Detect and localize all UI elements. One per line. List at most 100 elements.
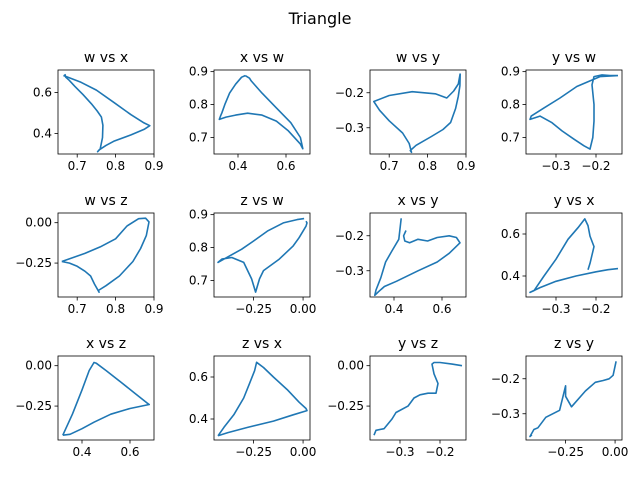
x-tick-label: 0.6 <box>432 302 451 316</box>
y-tick-label: 0.7 <box>189 274 208 288</box>
x-tick-label: 0.00 <box>290 445 317 459</box>
x-tick-label: −0.3 <box>541 159 570 173</box>
series-line <box>529 218 619 294</box>
series-line <box>63 73 151 153</box>
axes-frame <box>525 355 623 441</box>
figure-title: Triangle <box>288 9 352 28</box>
x-tick-label: 0.9 <box>456 159 475 173</box>
x-tick-label: 0.7 <box>68 159 87 173</box>
y-tick-label: 0.8 <box>189 241 208 255</box>
subplot: x vs z 0.4 0.6 0.00 −0.25 <box>15 336 155 459</box>
x-tick-label: −0.2 <box>425 445 454 459</box>
series-line <box>217 361 308 437</box>
axes-frame <box>369 69 467 155</box>
x-tick-label: −0.2 <box>581 159 610 173</box>
y-tick-label: 0.00 <box>337 359 364 373</box>
y-tick-label: 0.6 <box>33 86 52 100</box>
y-tick-label: −0.25 <box>15 399 52 413</box>
subplot: z vs x −0.25 0.00 0.4 0.6 <box>189 336 317 459</box>
axes-frame <box>213 69 311 155</box>
x-tick-label: −0.25 <box>235 445 272 459</box>
y-tick-label: 0.9 <box>189 208 208 222</box>
y-tick-label: −0.3 <box>335 121 364 135</box>
y-tick-label: 0.7 <box>189 131 208 145</box>
x-tick-label: 0.9 <box>144 159 163 173</box>
subplot-grid: w vs x 0.7 0.8 0.9 0.4 0.6 x vs w 0.4 0.6 0.7 0.8 0… <box>15 50 628 459</box>
y-tick-label: −0.3 <box>335 264 364 278</box>
y-tick-label: 0.9 <box>189 65 208 79</box>
x-tick-label: 0.00 <box>602 445 629 459</box>
y-tick-label: 0.6 <box>501 227 520 241</box>
y-tick-label: 0.7 <box>501 131 520 145</box>
x-tick-label: 0.8 <box>106 302 125 316</box>
subplot: w vs x 0.7 0.8 0.9 0.4 0.6 <box>33 50 164 173</box>
y-tick-label: 0.00 <box>25 359 52 373</box>
series-line <box>373 218 461 297</box>
x-tick-label: 0.7 <box>380 159 399 173</box>
x-tick-label: 0.7 <box>68 302 87 316</box>
subplot-title: z vs x <box>242 336 282 352</box>
axes-frame <box>525 69 623 155</box>
y-tick-label: 0.8 <box>501 98 520 112</box>
axes-frame <box>525 212 623 298</box>
subplot-title: w vs x <box>84 50 128 66</box>
subplot-title: y vs x <box>553 193 594 209</box>
axes-frame <box>213 355 311 441</box>
subplot: y vs w −0.3 −0.2 0.7 0.8 0.9 <box>501 50 623 173</box>
subplot-title: w vs y <box>396 50 440 66</box>
subplot: y vs x −0.3 −0.2 0.4 0.6 <box>501 193 623 316</box>
x-tick-label: 0.9 <box>144 302 163 316</box>
series-line <box>218 74 304 150</box>
series-line <box>62 361 150 436</box>
series-line <box>373 361 463 436</box>
subplot: z vs y −0.25 0.00 −0.2 −0.3 <box>491 336 629 459</box>
y-tick-label: 0.6 <box>189 370 208 384</box>
x-tick-label: 0.6 <box>276 159 295 173</box>
y-tick-label: −0.2 <box>335 229 364 243</box>
y-tick-label: −0.25 <box>327 399 364 413</box>
subplot-title: z vs y <box>554 336 594 352</box>
axes-frame <box>57 212 155 298</box>
x-tick-label: 0.8 <box>418 159 437 173</box>
subplot-title: y vs w <box>552 50 596 66</box>
subplot: w vs y 0.7 0.8 0.9 −0.2 −0.3 <box>335 50 476 173</box>
x-tick-label: −0.25 <box>547 445 584 459</box>
subplot: z vs w −0.25 0.00 0.7 0.8 0.9 <box>189 193 317 316</box>
axes-frame <box>57 355 155 441</box>
axes-frame <box>369 355 467 441</box>
subplot: y vs z −0.3 −0.2 0.00 −0.25 <box>327 336 467 459</box>
y-tick-label: 0.4 <box>501 269 520 283</box>
x-tick-label: 0.4 <box>72 445 91 459</box>
series-line <box>61 217 150 294</box>
axes-frame <box>57 69 155 155</box>
y-tick-label: −0.2 <box>491 372 520 386</box>
x-tick-label: −0.2 <box>581 302 610 316</box>
x-tick-label: 0.8 <box>106 159 125 173</box>
y-tick-label: −0.2 <box>335 86 364 100</box>
x-tick-label: 0.6 <box>120 445 139 459</box>
subplot: x vs y 0.4 0.6 −0.2 −0.3 <box>335 193 467 316</box>
x-tick-label: −0.25 <box>235 302 272 316</box>
subplot: w vs z 0.7 0.8 0.9 0.00 −0.25 <box>15 193 163 316</box>
y-tick-label: 0.4 <box>189 412 208 426</box>
subplot-title: y vs z <box>398 336 438 352</box>
subplot-title: x vs y <box>397 193 438 209</box>
subplot-title: x vs w <box>240 50 284 66</box>
x-tick-label: −0.3 <box>385 445 414 459</box>
axes-frame <box>213 212 311 298</box>
y-tick-label: −0.25 <box>15 256 52 270</box>
series-line <box>372 73 461 154</box>
y-tick-label: 0.8 <box>189 98 208 112</box>
y-tick-label: 0.00 <box>25 216 52 230</box>
subplot-title: w vs z <box>84 193 127 209</box>
subplot-title: z vs w <box>240 193 283 209</box>
y-tick-label: 0.9 <box>501 65 520 79</box>
series-line <box>217 217 308 293</box>
x-tick-label: 0.4 <box>228 159 247 173</box>
axes-frame <box>369 212 467 298</box>
subplot-title: x vs z <box>86 336 126 352</box>
series-line <box>529 361 617 438</box>
y-tick-label: 0.4 <box>33 127 52 141</box>
x-tick-label: −0.3 <box>541 302 570 316</box>
